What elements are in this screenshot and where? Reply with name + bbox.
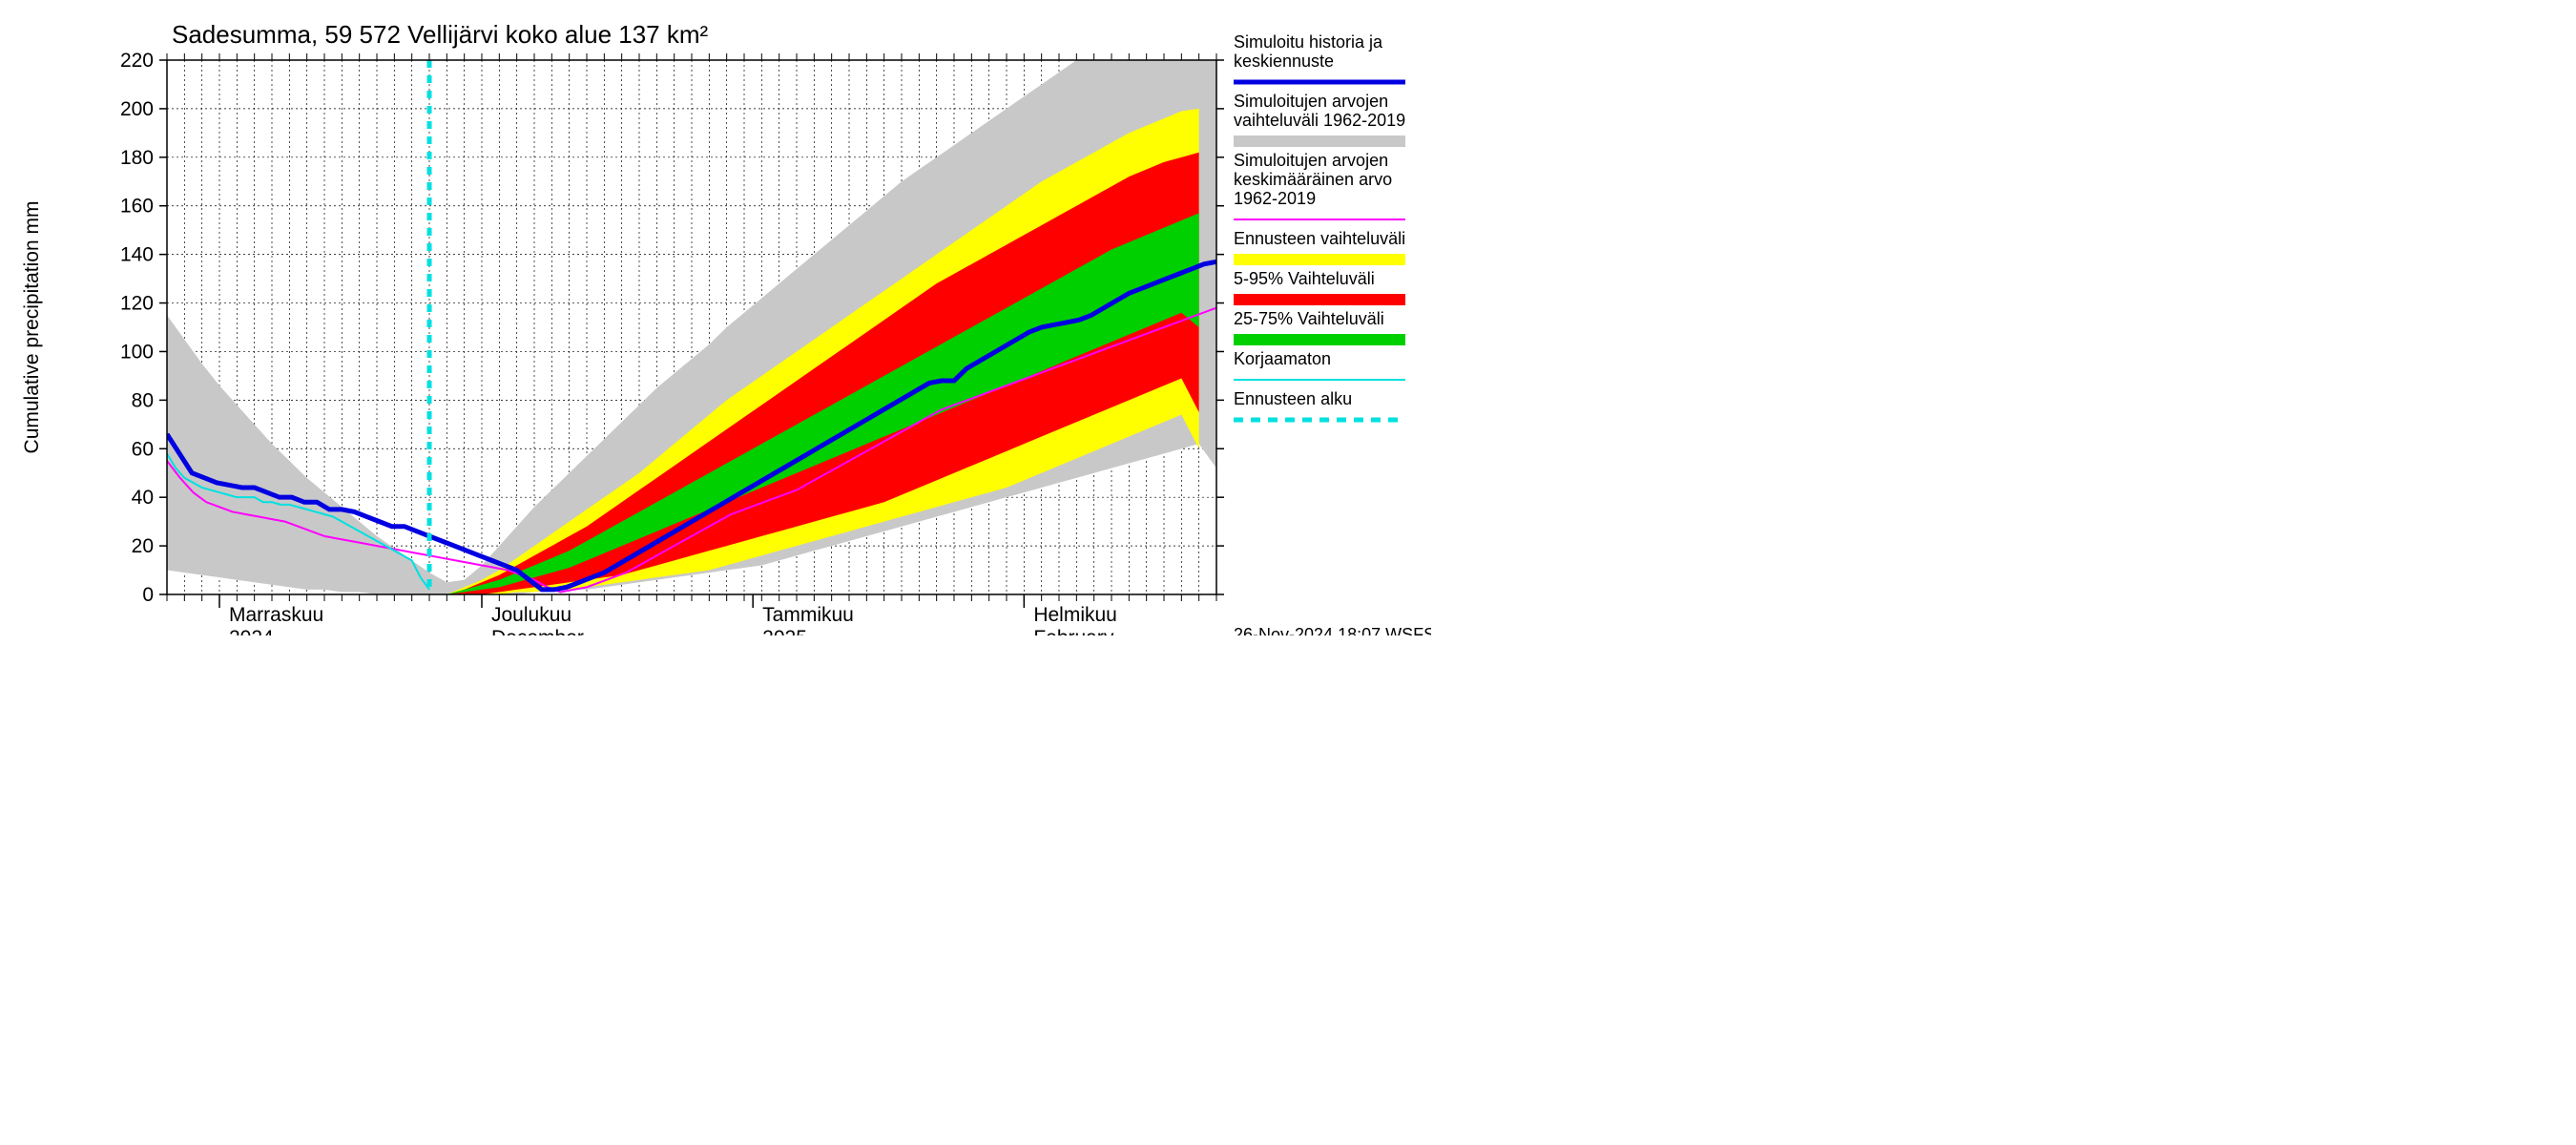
svg-text:25-75% Vaihteluväli: 25-75% Vaihteluväli bbox=[1234, 309, 1384, 328]
svg-text:keskimääräinen arvo: keskimääräinen arvo bbox=[1234, 170, 1392, 189]
svg-text:1962-2019: 1962-2019 bbox=[1234, 189, 1316, 208]
svg-text:60: 60 bbox=[132, 438, 154, 460]
svg-text:180: 180 bbox=[120, 147, 154, 169]
svg-text:80: 80 bbox=[132, 389, 154, 411]
svg-text:220: 220 bbox=[120, 50, 154, 72]
svg-text:vaihteluväli 1962-2019: vaihteluväli 1962-2019 bbox=[1234, 111, 1405, 130]
precipitation-chart: 020406080100120140160180200220Marraskuu2… bbox=[0, 0, 1431, 635]
svg-text:December: December bbox=[491, 627, 584, 635]
svg-text:Korjaamaton: Korjaamaton bbox=[1234, 349, 1331, 368]
chart-footer: 26-Nov-2024 18:07 WSFS-O bbox=[1234, 625, 1431, 635]
svg-text:0: 0 bbox=[142, 584, 154, 606]
svg-text:February: February bbox=[1033, 627, 1114, 635]
svg-text:Helmikuu: Helmikuu bbox=[1033, 604, 1117, 626]
svg-text:100: 100 bbox=[120, 341, 154, 363]
svg-text:5-95% Vaihteluväli: 5-95% Vaihteluväli bbox=[1234, 269, 1375, 288]
chart-svg: 020406080100120140160180200220Marraskuu2… bbox=[0, 0, 1431, 635]
svg-text:Ennusteen vaihteluväli: Ennusteen vaihteluväli bbox=[1234, 229, 1405, 248]
y-axis-label: Cumulative precipitation mm bbox=[21, 201, 43, 454]
svg-text:120: 120 bbox=[120, 293, 154, 315]
svg-text:2024: 2024 bbox=[229, 627, 274, 635]
svg-text:Ennusteen alku: Ennusteen alku bbox=[1234, 389, 1352, 408]
svg-text:Joulukuu: Joulukuu bbox=[491, 604, 571, 626]
svg-text:Simuloitujen arvojen: Simuloitujen arvojen bbox=[1234, 92, 1388, 111]
svg-text:40: 40 bbox=[132, 487, 154, 509]
svg-text:160: 160 bbox=[120, 196, 154, 218]
svg-text:Simuloitujen arvojen: Simuloitujen arvojen bbox=[1234, 151, 1388, 170]
chart-title: Sadesumma, 59 572 Vellijärvi koko alue 1… bbox=[172, 20, 709, 49]
svg-text:20: 20 bbox=[132, 535, 154, 557]
svg-text:Tammikuu: Tammikuu bbox=[762, 604, 854, 626]
svg-text:200: 200 bbox=[120, 98, 154, 120]
svg-text:2025: 2025 bbox=[762, 627, 807, 635]
svg-text:140: 140 bbox=[120, 244, 154, 266]
svg-text:Marraskuu: Marraskuu bbox=[229, 604, 323, 626]
svg-text:keskiennuste: keskiennuste bbox=[1234, 52, 1334, 71]
svg-text:Simuloitu historia ja: Simuloitu historia ja bbox=[1234, 32, 1383, 52]
